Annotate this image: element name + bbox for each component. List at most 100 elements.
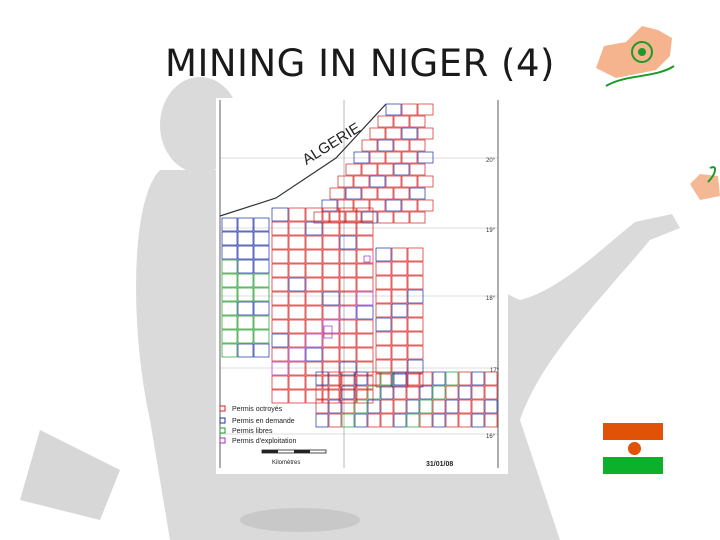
- permit-block: [339, 305, 357, 320]
- permit-block: [356, 305, 374, 320]
- permit-block: [221, 287, 238, 302]
- permit-block: [419, 385, 433, 400]
- permit-block: [393, 371, 407, 386]
- permit-block: [237, 259, 254, 274]
- permit-block: [321, 199, 338, 212]
- permit-block: [305, 361, 323, 376]
- permit-block: [385, 127, 402, 140]
- permit-block: [406, 399, 420, 414]
- permit-block: [237, 217, 254, 232]
- permit-block: [237, 329, 254, 344]
- permit-block: [339, 263, 357, 278]
- permit-block: [288, 249, 306, 264]
- permit-block: [458, 385, 472, 400]
- permit-block: [221, 343, 238, 358]
- permit-block: [322, 361, 340, 376]
- permit-block: [391, 331, 408, 346]
- permit-block: [356, 249, 374, 264]
- permit-block: [356, 389, 374, 404]
- permit-block: [407, 317, 424, 332]
- legend-free: Permis libres: [232, 428, 273, 435]
- scale-label: Kilomètres: [272, 460, 300, 466]
- permit-block: [375, 303, 392, 318]
- permit-block: [271, 291, 289, 306]
- permit-block: [356, 319, 374, 334]
- permit-block: [406, 371, 420, 386]
- permit-block: [305, 207, 323, 222]
- permit-block: [315, 371, 329, 386]
- flag-band-white: [603, 440, 663, 457]
- permit-block: [484, 371, 498, 386]
- scale-bar: Kilomètres: [261, 449, 327, 466]
- permit-block: [305, 221, 323, 236]
- permit-block: [391, 359, 408, 374]
- permit-block: [380, 413, 394, 428]
- permit-block: [237, 245, 254, 260]
- permit-block: [356, 221, 374, 236]
- legend-exploitation: Permis d'exploitation: [232, 438, 296, 445]
- slide-title: MINING IN NIGER (4): [165, 42, 555, 85]
- permit-block: [305, 277, 323, 292]
- permit-block: [253, 273, 270, 288]
- permit-block: [271, 319, 289, 334]
- permit-block: [367, 385, 381, 400]
- lat-label-19: 19°: [486, 228, 496, 234]
- permit-block: [409, 115, 426, 128]
- permit-block: [409, 187, 426, 200]
- permit-block: [401, 127, 418, 140]
- permit-block: [393, 139, 410, 152]
- niger-logo-top: [586, 8, 682, 102]
- flag-band-green: [603, 457, 663, 474]
- permit-block: [253, 245, 270, 260]
- permit-block: [322, 249, 340, 264]
- permit-block: [484, 399, 498, 414]
- permit-block: [385, 199, 402, 212]
- permit-block: [305, 319, 323, 334]
- permit-block: [271, 207, 289, 222]
- permit-block: [329, 211, 346, 224]
- permit-block: [305, 291, 323, 306]
- permit-block: [288, 235, 306, 250]
- permit-block: [407, 331, 424, 346]
- permit-block: [271, 263, 289, 278]
- permit-block: [315, 399, 329, 414]
- permit-block: [271, 361, 289, 376]
- lat-label-18: 18°: [486, 296, 496, 302]
- permit-block: [345, 163, 362, 176]
- permit-block: [322, 333, 340, 348]
- lat-label-16: 16°: [486, 434, 496, 440]
- permit-block: [322, 389, 340, 404]
- permit-block: [356, 375, 374, 390]
- permit-block: [221, 217, 238, 232]
- permit-block: [375, 373, 392, 388]
- permit-block: [221, 231, 238, 246]
- permit-block: [391, 247, 408, 262]
- permit-block: [401, 151, 418, 164]
- permit-block: [417, 175, 434, 188]
- permit-block: [391, 345, 408, 360]
- permit-block: [322, 235, 340, 250]
- latitude-lines: [219, 100, 499, 468]
- permit-block: [271, 333, 289, 348]
- permit-block: [458, 413, 472, 428]
- permit-block: [288, 291, 306, 306]
- permit-block: [377, 211, 394, 224]
- permit-block: [221, 245, 238, 260]
- permit-block: [305, 235, 323, 250]
- flag-disc: [628, 442, 641, 455]
- permit-block: [458, 371, 472, 386]
- permit-block: [221, 259, 238, 274]
- permit-block: [356, 235, 374, 250]
- permit-block: [445, 399, 459, 414]
- permit-block: [288, 221, 306, 236]
- permit-block: [313, 211, 330, 224]
- permit-block: [409, 139, 426, 152]
- permit-block: [458, 399, 472, 414]
- legend-granted: Permis octroyés: [232, 406, 283, 413]
- permit-block: [288, 207, 306, 222]
- permit-block: [237, 315, 254, 330]
- permit-block: [271, 249, 289, 264]
- permit-block: [221, 273, 238, 288]
- permit-block: [305, 347, 323, 362]
- permit-block: [432, 371, 446, 386]
